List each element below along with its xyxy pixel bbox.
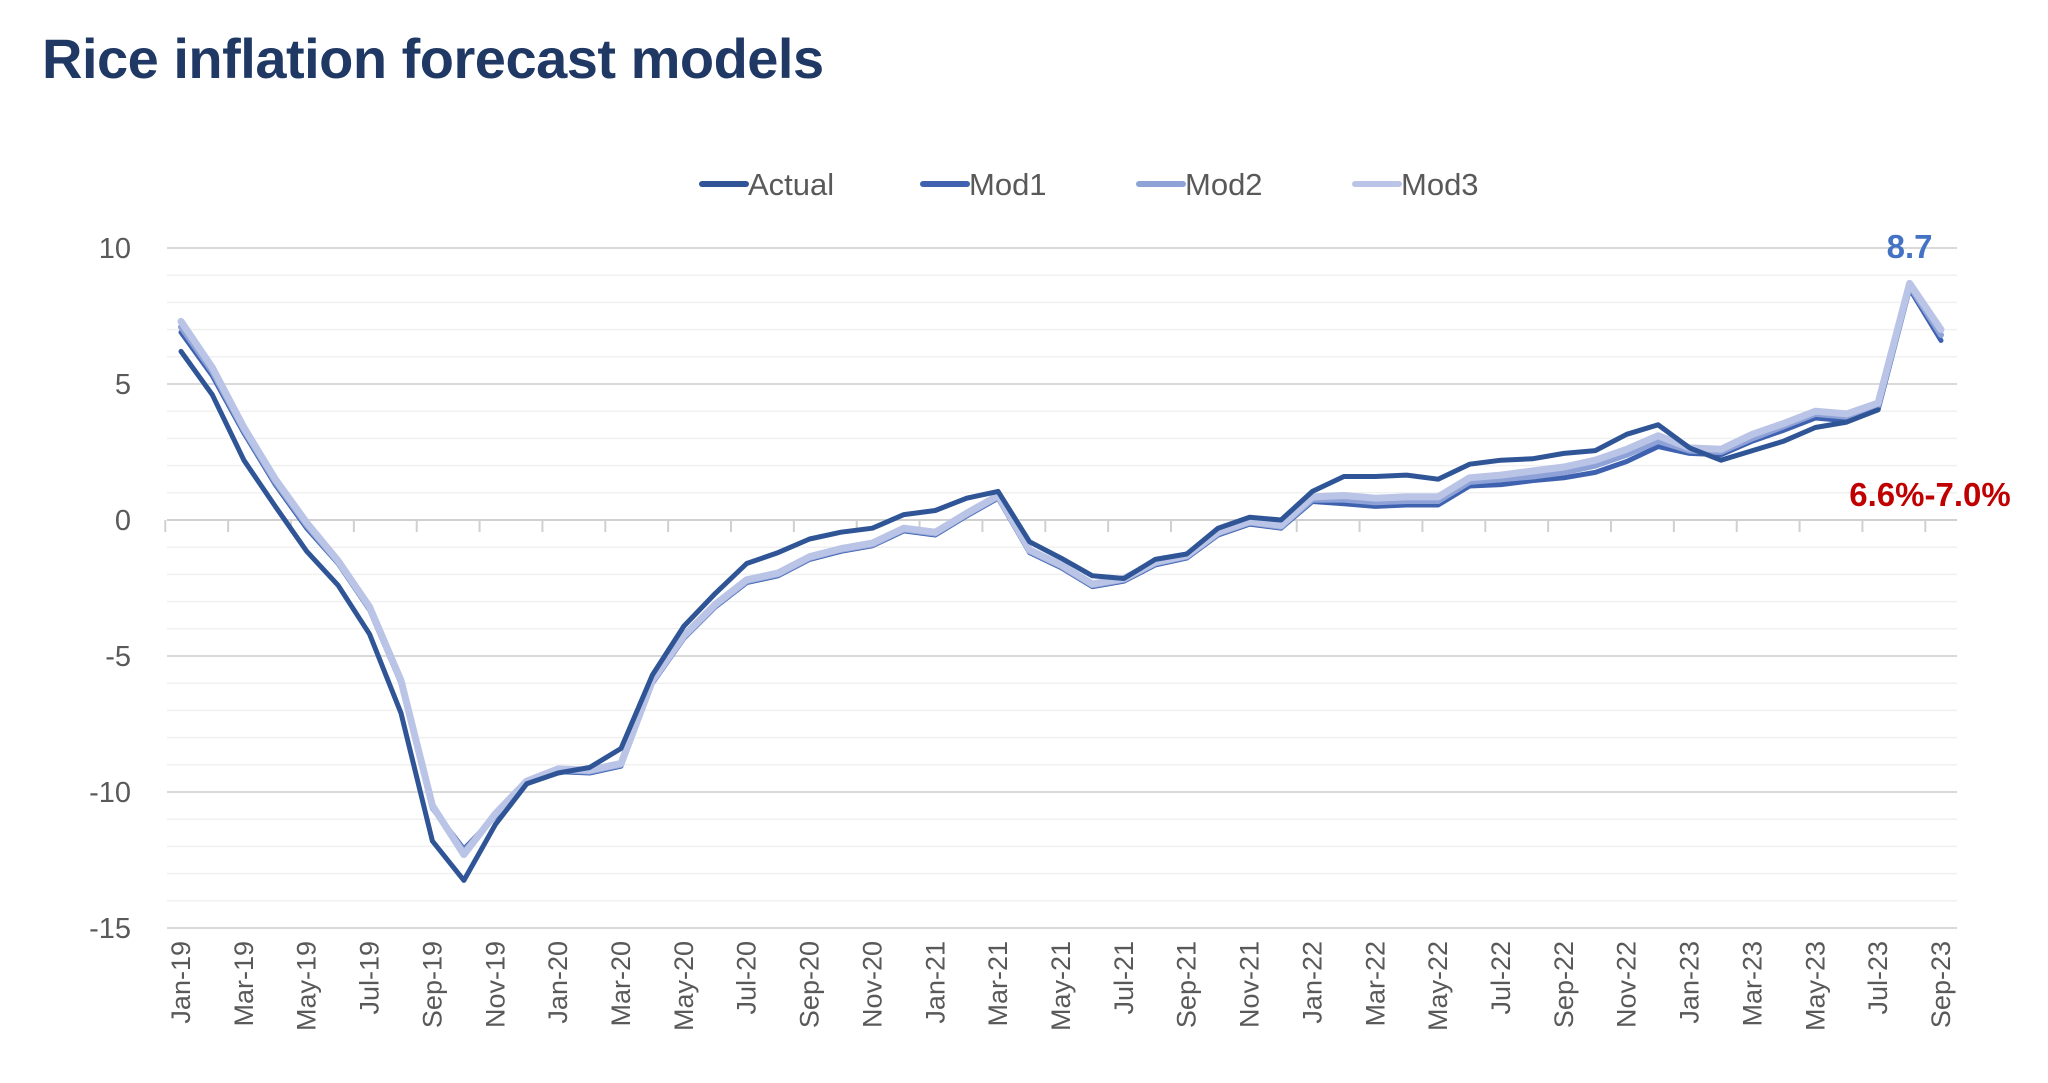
x-tick-label: May-22 bbox=[1423, 941, 1453, 1031]
legend: Actual Mod1 Mod2 Mod3 bbox=[699, 167, 1479, 202]
legend-label: Actual bbox=[748, 167, 834, 202]
gridlines bbox=[167, 247, 1957, 929]
legend-item-mod3: Mod3 bbox=[1352, 167, 1479, 202]
x-tick-label: Sep-19 bbox=[417, 941, 447, 1028]
x-tick-label: May-19 bbox=[292, 941, 322, 1031]
legend-label: Mod3 bbox=[1401, 167, 1479, 202]
legend-label: Mod1 bbox=[969, 167, 1047, 202]
y-tick-label: 10 bbox=[99, 233, 131, 265]
y-tick-label: -5 bbox=[105, 641, 131, 673]
x-tick-label: Jan-21 bbox=[920, 941, 950, 1024]
x-tick-label: Jul-19 bbox=[355, 941, 385, 1015]
legend-label: Mod2 bbox=[1185, 167, 1263, 202]
x-tick-label: Jan-20 bbox=[543, 941, 573, 1024]
y-tick-label: 5 bbox=[115, 369, 131, 401]
y-tick-label: -10 bbox=[89, 777, 131, 809]
x-axis: Jan-19 Mar-19 May-19 Jul-19 Sep-19 Nov-19 Jan-… bbox=[164, 520, 1956, 1031]
x-tick-label: Jul-22 bbox=[1486, 941, 1516, 1015]
x-tick-label: Jan-22 bbox=[1297, 941, 1327, 1024]
x-tick-label: Sep-22 bbox=[1549, 941, 1579, 1028]
x-tick-label: Mar-21 bbox=[983, 941, 1013, 1027]
x-tick-label: Nov-22 bbox=[1612, 941, 1642, 1028]
x-tick-label: Mar-20 bbox=[606, 941, 636, 1027]
x-tick-label: Jul-21 bbox=[1109, 941, 1139, 1015]
x-tick-label: May-20 bbox=[669, 941, 699, 1031]
x-tick-label: Sep-23 bbox=[1926, 941, 1956, 1028]
chart-title: Rice inflation forecast models bbox=[42, 27, 824, 90]
y-axis: 10 5 0 -5 -10 -15 bbox=[89, 233, 131, 945]
x-tick-label: May-23 bbox=[1800, 941, 1830, 1031]
series-lines bbox=[177, 279, 1945, 883]
x-tick-label: Mar-22 bbox=[1360, 941, 1390, 1027]
peak-value-label: 8.7 bbox=[1887, 228, 1933, 265]
y-tick-label: -15 bbox=[89, 913, 131, 945]
legend-item-actual: Actual bbox=[699, 167, 834, 202]
x-tick-label: Sep-21 bbox=[1172, 941, 1202, 1028]
x-tick-label: Jul-23 bbox=[1863, 941, 1893, 1015]
x-tick-label: Nov-20 bbox=[857, 941, 887, 1028]
annotations: 8.7 6.6%-7.0% bbox=[1849, 228, 2010, 513]
forecast-range-label: 6.6%-7.0% bbox=[1849, 476, 2010, 513]
x-tick-label: Jul-20 bbox=[732, 941, 762, 1015]
x-tick-label: Mar-23 bbox=[1737, 941, 1767, 1027]
y-tick-label: 0 bbox=[115, 505, 131, 537]
series-line-mod3 bbox=[177, 279, 1945, 859]
x-tick-label: Mar-19 bbox=[229, 941, 259, 1027]
x-tick-label: Jan-23 bbox=[1675, 941, 1705, 1024]
legend-item-mod2: Mod2 bbox=[1136, 167, 1263, 202]
x-tick-label: Jan-19 bbox=[166, 941, 196, 1024]
series-line-actual bbox=[178, 348, 1881, 883]
x-tick-label: May-21 bbox=[1046, 941, 1076, 1031]
x-tick-label: Nov-19 bbox=[480, 941, 510, 1028]
x-tick-label: Nov-21 bbox=[1235, 941, 1265, 1028]
legend-item-mod1: Mod1 bbox=[920, 167, 1047, 202]
x-tick-label: Sep-20 bbox=[795, 941, 825, 1028]
